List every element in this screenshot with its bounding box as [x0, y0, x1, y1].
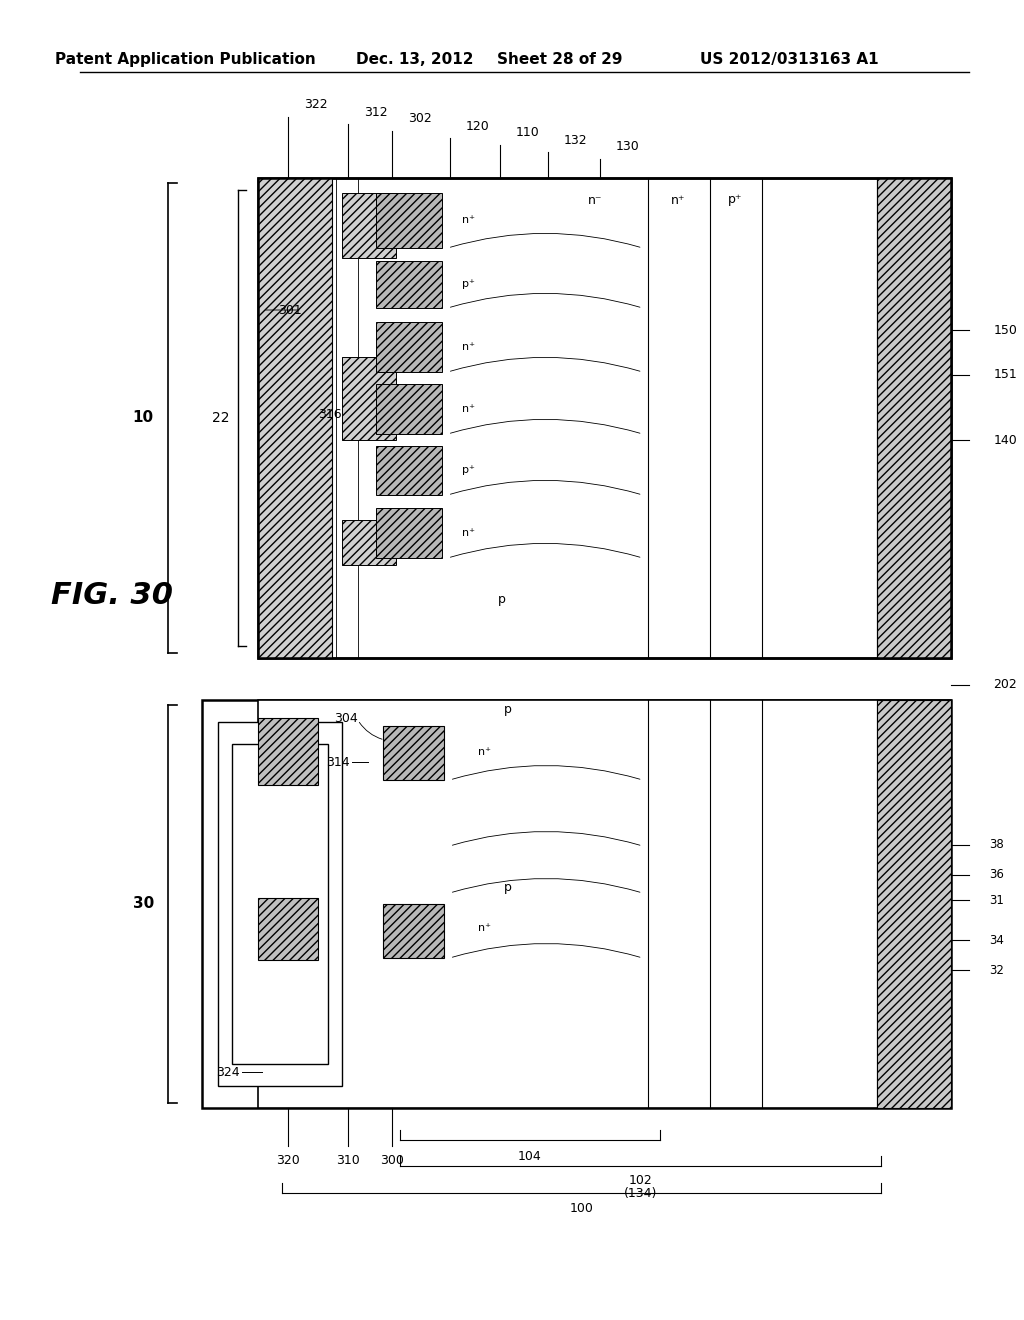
- Text: 104: 104: [518, 1150, 542, 1163]
- Bar: [383, 904, 443, 958]
- Bar: [878, 178, 951, 657]
- Text: p⁺: p⁺: [462, 279, 474, 289]
- Bar: [258, 898, 317, 960]
- Text: (134): (134): [624, 1188, 657, 1200]
- Text: 110: 110: [516, 127, 540, 140]
- Text: 10: 10: [133, 411, 154, 425]
- Bar: [342, 520, 395, 565]
- Text: 140: 140: [993, 433, 1017, 446]
- Text: 32: 32: [989, 964, 1005, 977]
- Bar: [258, 718, 317, 785]
- Text: p⁺: p⁺: [462, 465, 474, 475]
- Bar: [202, 700, 951, 1107]
- Bar: [258, 178, 951, 657]
- Text: 316: 316: [318, 408, 342, 421]
- Text: Patent Application Publication: Patent Application Publication: [54, 51, 315, 67]
- Text: n⁺: n⁺: [462, 215, 475, 224]
- Text: 38: 38: [989, 838, 1005, 851]
- Text: p⁺: p⁺: [728, 194, 742, 206]
- Text: p: p: [504, 882, 512, 895]
- Text: 100: 100: [569, 1201, 594, 1214]
- Text: 22: 22: [212, 411, 229, 425]
- Text: 320: 320: [275, 1154, 300, 1167]
- Text: n⁺: n⁺: [478, 747, 490, 756]
- Text: 301: 301: [279, 304, 302, 317]
- Text: 132: 132: [563, 133, 588, 147]
- Bar: [878, 700, 951, 1107]
- Bar: [342, 193, 395, 257]
- Text: 322: 322: [304, 99, 328, 111]
- Bar: [376, 508, 441, 558]
- Bar: [258, 700, 951, 1107]
- Text: 102: 102: [629, 1173, 652, 1187]
- Text: FIG. 30: FIG. 30: [51, 581, 173, 610]
- Text: 312: 312: [364, 106, 387, 119]
- Text: n⁻: n⁻: [588, 194, 602, 206]
- Text: 34: 34: [989, 933, 1005, 946]
- Bar: [376, 193, 441, 248]
- Bar: [258, 178, 951, 657]
- Bar: [376, 446, 441, 495]
- Text: p: p: [498, 594, 506, 606]
- Text: 310: 310: [336, 1154, 359, 1167]
- Bar: [376, 384, 441, 434]
- Text: 151: 151: [993, 368, 1017, 381]
- Bar: [383, 726, 443, 780]
- Text: 31: 31: [989, 894, 1005, 907]
- Text: 130: 130: [615, 140, 639, 153]
- Text: n⁺: n⁺: [478, 923, 490, 933]
- Text: n⁺: n⁺: [462, 404, 475, 414]
- Text: US 2012/0313163 A1: US 2012/0313163 A1: [700, 51, 879, 67]
- Text: 30: 30: [133, 896, 154, 912]
- Bar: [218, 722, 342, 1086]
- Text: n⁺: n⁺: [462, 528, 475, 539]
- Text: Dec. 13, 2012: Dec. 13, 2012: [356, 51, 473, 67]
- Text: 150: 150: [993, 323, 1017, 337]
- Bar: [231, 744, 328, 1064]
- Text: 36: 36: [989, 869, 1005, 882]
- Text: n⁺: n⁺: [462, 342, 475, 352]
- Bar: [258, 178, 332, 657]
- Text: 314: 314: [327, 755, 350, 768]
- Text: Sheet 28 of 29: Sheet 28 of 29: [497, 51, 623, 67]
- Bar: [376, 322, 441, 372]
- Text: n⁺: n⁺: [672, 194, 686, 206]
- Text: 302: 302: [408, 112, 431, 125]
- Text: 304: 304: [334, 711, 357, 725]
- Text: p: p: [504, 704, 512, 717]
- Bar: [342, 356, 395, 440]
- Text: 324: 324: [216, 1065, 240, 1078]
- Bar: [376, 261, 441, 308]
- Text: 202: 202: [993, 678, 1017, 692]
- Text: 300: 300: [380, 1154, 403, 1167]
- Text: 120: 120: [466, 120, 489, 132]
